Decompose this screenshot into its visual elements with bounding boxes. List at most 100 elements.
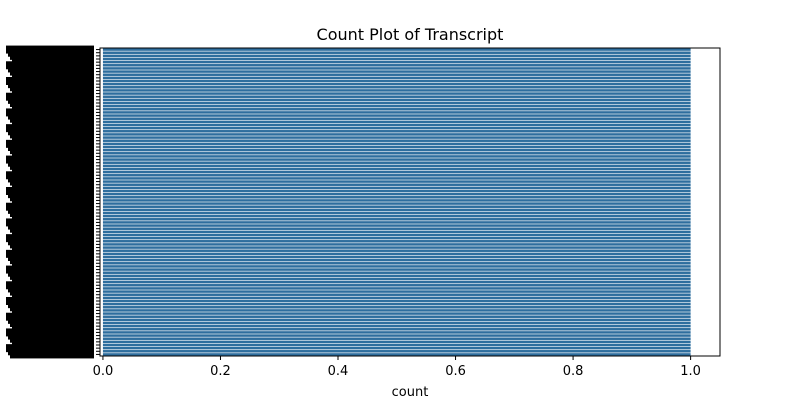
x-tick-label-1: 0.2 bbox=[210, 364, 231, 379]
bar-88 bbox=[102, 321, 691, 325]
bar-35 bbox=[102, 155, 691, 158]
bar-9 bbox=[102, 73, 691, 76]
bar-94 bbox=[102, 340, 691, 344]
bar-1 bbox=[102, 48, 691, 51]
bar-46 bbox=[102, 189, 691, 193]
bar-49 bbox=[102, 199, 691, 202]
bar-28 bbox=[102, 133, 691, 136]
bar-67 bbox=[102, 255, 691, 259]
bars-group bbox=[102, 48, 691, 356]
bar-56 bbox=[102, 221, 691, 224]
bar-74 bbox=[102, 277, 691, 281]
bar-8 bbox=[102, 70, 691, 73]
x-tick-label-3: 0.6 bbox=[445, 364, 466, 379]
bar-85 bbox=[102, 312, 691, 315]
bar-48 bbox=[102, 196, 691, 199]
bar-11 bbox=[102, 79, 691, 83]
bar-26 bbox=[102, 126, 691, 130]
bar-98 bbox=[102, 353, 691, 356]
bar-53 bbox=[102, 211, 691, 215]
bar-7 bbox=[102, 67, 691, 70]
bar-77 bbox=[102, 287, 691, 290]
bar-23 bbox=[102, 117, 691, 120]
bar-2 bbox=[102, 51, 691, 54]
bar-93 bbox=[102, 337, 691, 340]
bar-39 bbox=[102, 167, 691, 171]
bar-80 bbox=[102, 296, 691, 300]
x-axis-title: count bbox=[392, 385, 429, 400]
bar-72 bbox=[102, 271, 691, 274]
bar-32 bbox=[102, 145, 691, 149]
bar-19 bbox=[102, 104, 691, 108]
bar-42 bbox=[102, 177, 691, 180]
bar-63 bbox=[102, 243, 691, 246]
bar-79 bbox=[102, 293, 691, 296]
x-tick-label-4: 0.8 bbox=[563, 364, 584, 379]
bar-70 bbox=[102, 265, 691, 268]
bar-40 bbox=[102, 170, 691, 174]
x-tick-label-0: 0.0 bbox=[93, 364, 114, 379]
bar-51 bbox=[102, 205, 691, 208]
bar-81 bbox=[102, 299, 691, 303]
bar-44 bbox=[102, 183, 691, 186]
bar-30 bbox=[102, 139, 691, 142]
bar-87 bbox=[102, 318, 691, 322]
bar-83 bbox=[102, 306, 691, 309]
bar-36 bbox=[102, 158, 691, 161]
x-tick-label-2: 0.4 bbox=[328, 364, 349, 379]
bar-45 bbox=[102, 186, 691, 190]
category-labels-group bbox=[6, 45, 100, 359]
bar-47 bbox=[102, 192, 691, 196]
bar-91 bbox=[102, 331, 691, 334]
bar-59 bbox=[102, 230, 691, 234]
bar-90 bbox=[102, 328, 691, 331]
bar-15 bbox=[102, 92, 691, 95]
bar-31 bbox=[102, 142, 691, 146]
bar-62 bbox=[102, 240, 691, 243]
bar-60 bbox=[102, 233, 691, 237]
bar-78 bbox=[102, 290, 691, 293]
bar-10 bbox=[102, 76, 691, 80]
bar-61 bbox=[102, 236, 691, 240]
bar-25 bbox=[102, 123, 691, 127]
bar-41 bbox=[102, 174, 691, 177]
bar-20 bbox=[102, 108, 691, 111]
bar-54 bbox=[102, 214, 691, 218]
bar-50 bbox=[102, 202, 691, 205]
bar-34 bbox=[102, 152, 691, 155]
bar-52 bbox=[102, 208, 691, 212]
bar-57 bbox=[102, 224, 691, 227]
bar-68 bbox=[102, 258, 691, 262]
bar-3 bbox=[102, 54, 691, 58]
bar-33 bbox=[102, 148, 691, 152]
bar-86 bbox=[102, 315, 691, 318]
category-label-98 bbox=[10, 350, 94, 359]
bar-22 bbox=[102, 114, 691, 117]
bar-17 bbox=[102, 98, 691, 102]
bar-89 bbox=[102, 324, 691, 328]
bar-75 bbox=[102, 280, 691, 284]
bar-24 bbox=[102, 120, 691, 124]
bar-69 bbox=[102, 262, 691, 265]
bar-13 bbox=[102, 86, 691, 89]
axes-frame bbox=[99, 47, 721, 357]
bar-27 bbox=[102, 130, 691, 133]
bar-84 bbox=[102, 309, 691, 312]
bar-37 bbox=[102, 161, 691, 164]
bar-97 bbox=[102, 350, 691, 353]
bar-6 bbox=[102, 64, 691, 67]
bar-82 bbox=[102, 302, 691, 306]
bar-96 bbox=[102, 346, 691, 350]
bar-18 bbox=[102, 101, 691, 105]
bar-71 bbox=[102, 268, 691, 271]
bar-21 bbox=[102, 111, 691, 114]
x-ticks-group: 0.0 0.2 0.4 0.6 0.8 1.0 bbox=[93, 356, 701, 379]
bar-65 bbox=[102, 249, 691, 252]
bar-66 bbox=[102, 252, 691, 256]
bar-12 bbox=[102, 82, 691, 86]
bar-64 bbox=[102, 246, 691, 249]
bar-29 bbox=[102, 136, 691, 139]
bar-16 bbox=[102, 95, 691, 98]
